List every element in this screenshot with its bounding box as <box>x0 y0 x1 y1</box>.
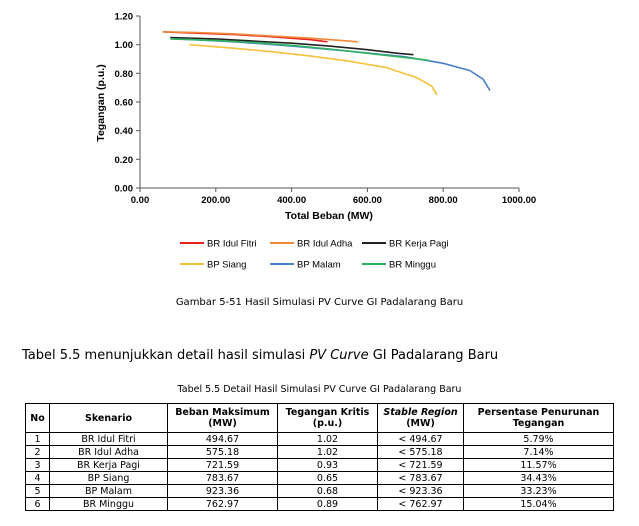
header-tegangan: Tegangan Kritis (p.u.) <box>277 403 378 433</box>
series-line-5 <box>170 38 430 62</box>
table-row: 6 BR Minggu 762.97 0.89 < 762.97 15.04% <box>25 497 614 511</box>
cell-beban: 575.18 <box>167 445 278 459</box>
header-stable-label: Stable Region <box>383 407 458 418</box>
chart-series <box>162 31 491 96</box>
cell-persentase: 15.04% <box>463 497 614 511</box>
cell-stable: < 762.97 <box>377 497 464 511</box>
body-paragraph: Tabel 5.5 menunjukkan detail hasil simul… <box>22 348 498 363</box>
x-tick-label: 800.00 <box>429 195 458 206</box>
table-row: 2 BR Idul Adha 575.18 1.02 < 575.18 7.14% <box>25 445 614 459</box>
cell-no: 6 <box>25 497 50 511</box>
cell-stable: < 575.18 <box>377 445 464 459</box>
header-persentase: Persentase Penurunan Tegangan <box>463 403 614 433</box>
result-table: No Skenario Beban Maksimum (MW) Tegangan… <box>25 403 614 511</box>
paragraph-text-italic: PV Curve <box>309 348 369 363</box>
cell-stable: < 494.67 <box>377 432 464 446</box>
x-axis-label: Total Beban (MW) <box>285 210 373 222</box>
cell-skenario: BR Idul Adha <box>49 445 168 459</box>
x-tick-label: 200.00 <box>201 195 230 206</box>
y-tick-label: 1.20 <box>115 12 134 23</box>
legend-entry: BP Malam <box>297 260 341 271</box>
pv-curve-chart: 0.00 0.20 0.40 0.60 0.80 1.00 1.20 0.00 200.00 40… <box>95 12 537 271</box>
cell-persentase: 5.79% <box>463 432 614 446</box>
y-axis-label: Tegangan (p.u.) <box>95 64 107 141</box>
legend-entry: BR Idul Adha <box>297 239 353 250</box>
table-header-row: No Skenario Beban Maksimum (MW) Tegangan… <box>25 403 614 433</box>
header-stable-region: Stable Region (MW) <box>377 403 464 433</box>
cell-no: 1 <box>25 432 50 446</box>
series-line-3 <box>189 43 438 96</box>
cell-no: 4 <box>25 471 50 485</box>
header-no: No <box>25 403 50 433</box>
cell-tegangan: 0.68 <box>277 484 378 498</box>
cell-tegangan: 1.02 <box>277 445 378 459</box>
paragraph-text-after: GI Padalarang Baru <box>368 348 499 363</box>
cell-no: 3 <box>25 458 50 472</box>
x-tick-label: 1000.00 <box>502 195 536 206</box>
cell-beban: 923.36 <box>167 484 278 498</box>
table-row: 4 BP Siang 783.67 0.65 < 783.67 34.43% <box>25 471 614 485</box>
chart-axes: 0.00 0.20 0.40 0.60 0.80 1.00 1.20 0.00 200.00 40… <box>115 12 537 207</box>
cell-no: 2 <box>25 445 50 459</box>
cell-skenario: BR Idul Fitri <box>49 432 168 446</box>
cell-skenario: BP Malam <box>49 484 168 498</box>
cell-skenario: BP Siang <box>49 471 168 485</box>
cell-persentase: 7.14% <box>463 445 614 459</box>
cell-beban: 783.67 <box>167 471 278 485</box>
legend-entry: BR Idul Fitri <box>207 239 257 250</box>
table-row: 3 BR Kerja Pagi 721.59 0.93 < 721.59 11.57% <box>25 458 614 472</box>
y-tick-label: 0.00 <box>115 184 134 195</box>
cell-tegangan: 0.65 <box>277 471 378 485</box>
cell-tegangan: 1.02 <box>277 432 378 446</box>
header-stable-unit: (MW) <box>406 418 435 429</box>
cell-stable: < 923.36 <box>377 484 464 498</box>
cell-tegangan: 0.93 <box>277 458 378 472</box>
y-tick-label: 1.00 <box>115 40 134 51</box>
cell-persentase: 34.43% <box>463 471 614 485</box>
series-line-1 <box>162 31 359 43</box>
cell-beban: 721.59 <box>167 458 278 472</box>
x-tick-label: 0.00 <box>131 195 150 206</box>
y-tick-label: 0.20 <box>115 155 134 166</box>
cell-stable: < 721.59 <box>377 458 464 472</box>
legend-entry: BP Siang <box>207 260 246 271</box>
table-caption: Tabel 5.5 Detail Hasil Simulasi PV Curve… <box>177 384 462 395</box>
x-tick-label: 400.00 <box>277 195 306 206</box>
cell-persentase: 33.23% <box>463 484 614 498</box>
cell-beban: 494.67 <box>167 432 278 446</box>
table-body: 1 BR Idul Fitri 494.67 1.02 < 494.67 5.79% 2 BR… <box>25 432 614 511</box>
cell-skenario: BR Minggu <box>49 497 168 511</box>
chart-legend: BR Idul Fitri BR Idul Adha BR Kerja Pagi BP… <box>180 239 449 271</box>
header-skenario: Skenario <box>49 403 168 433</box>
series-line-2 <box>170 36 414 56</box>
cell-no: 5 <box>25 484 50 498</box>
cell-tegangan: 0.89 <box>277 497 378 511</box>
cell-stable: < 783.67 <box>377 471 464 485</box>
legend-entry: BR Kerja Pagi <box>389 239 449 250</box>
y-tick-label: 0.60 <box>115 98 134 109</box>
cell-beban: 762.97 <box>167 497 278 511</box>
table-row: 5 BP Malam 923.36 0.68 < 923.36 33.23% <box>25 484 614 498</box>
cell-persentase: 11.57% <box>463 458 614 472</box>
y-tick-label: 0.80 <box>115 69 134 80</box>
paragraph-text-before: Tabel 5.5 menunjukkan detail hasil simul… <box>22 348 310 363</box>
y-tick-label: 0.40 <box>115 126 134 137</box>
header-beban: Beban Maksimum (MW) <box>167 403 278 433</box>
legend-entry: BR Minggu <box>389 260 436 271</box>
x-tick-label: 600.00 <box>353 195 382 206</box>
cell-skenario: BR Kerja Pagi <box>49 458 168 472</box>
table-row: 1 BR Idul Fitri 494.67 1.02 < 494.67 5.79% <box>25 432 614 446</box>
figure-caption: Gambar 5-51 Hasil Simulasi PV Curve GI P… <box>175 297 464 308</box>
